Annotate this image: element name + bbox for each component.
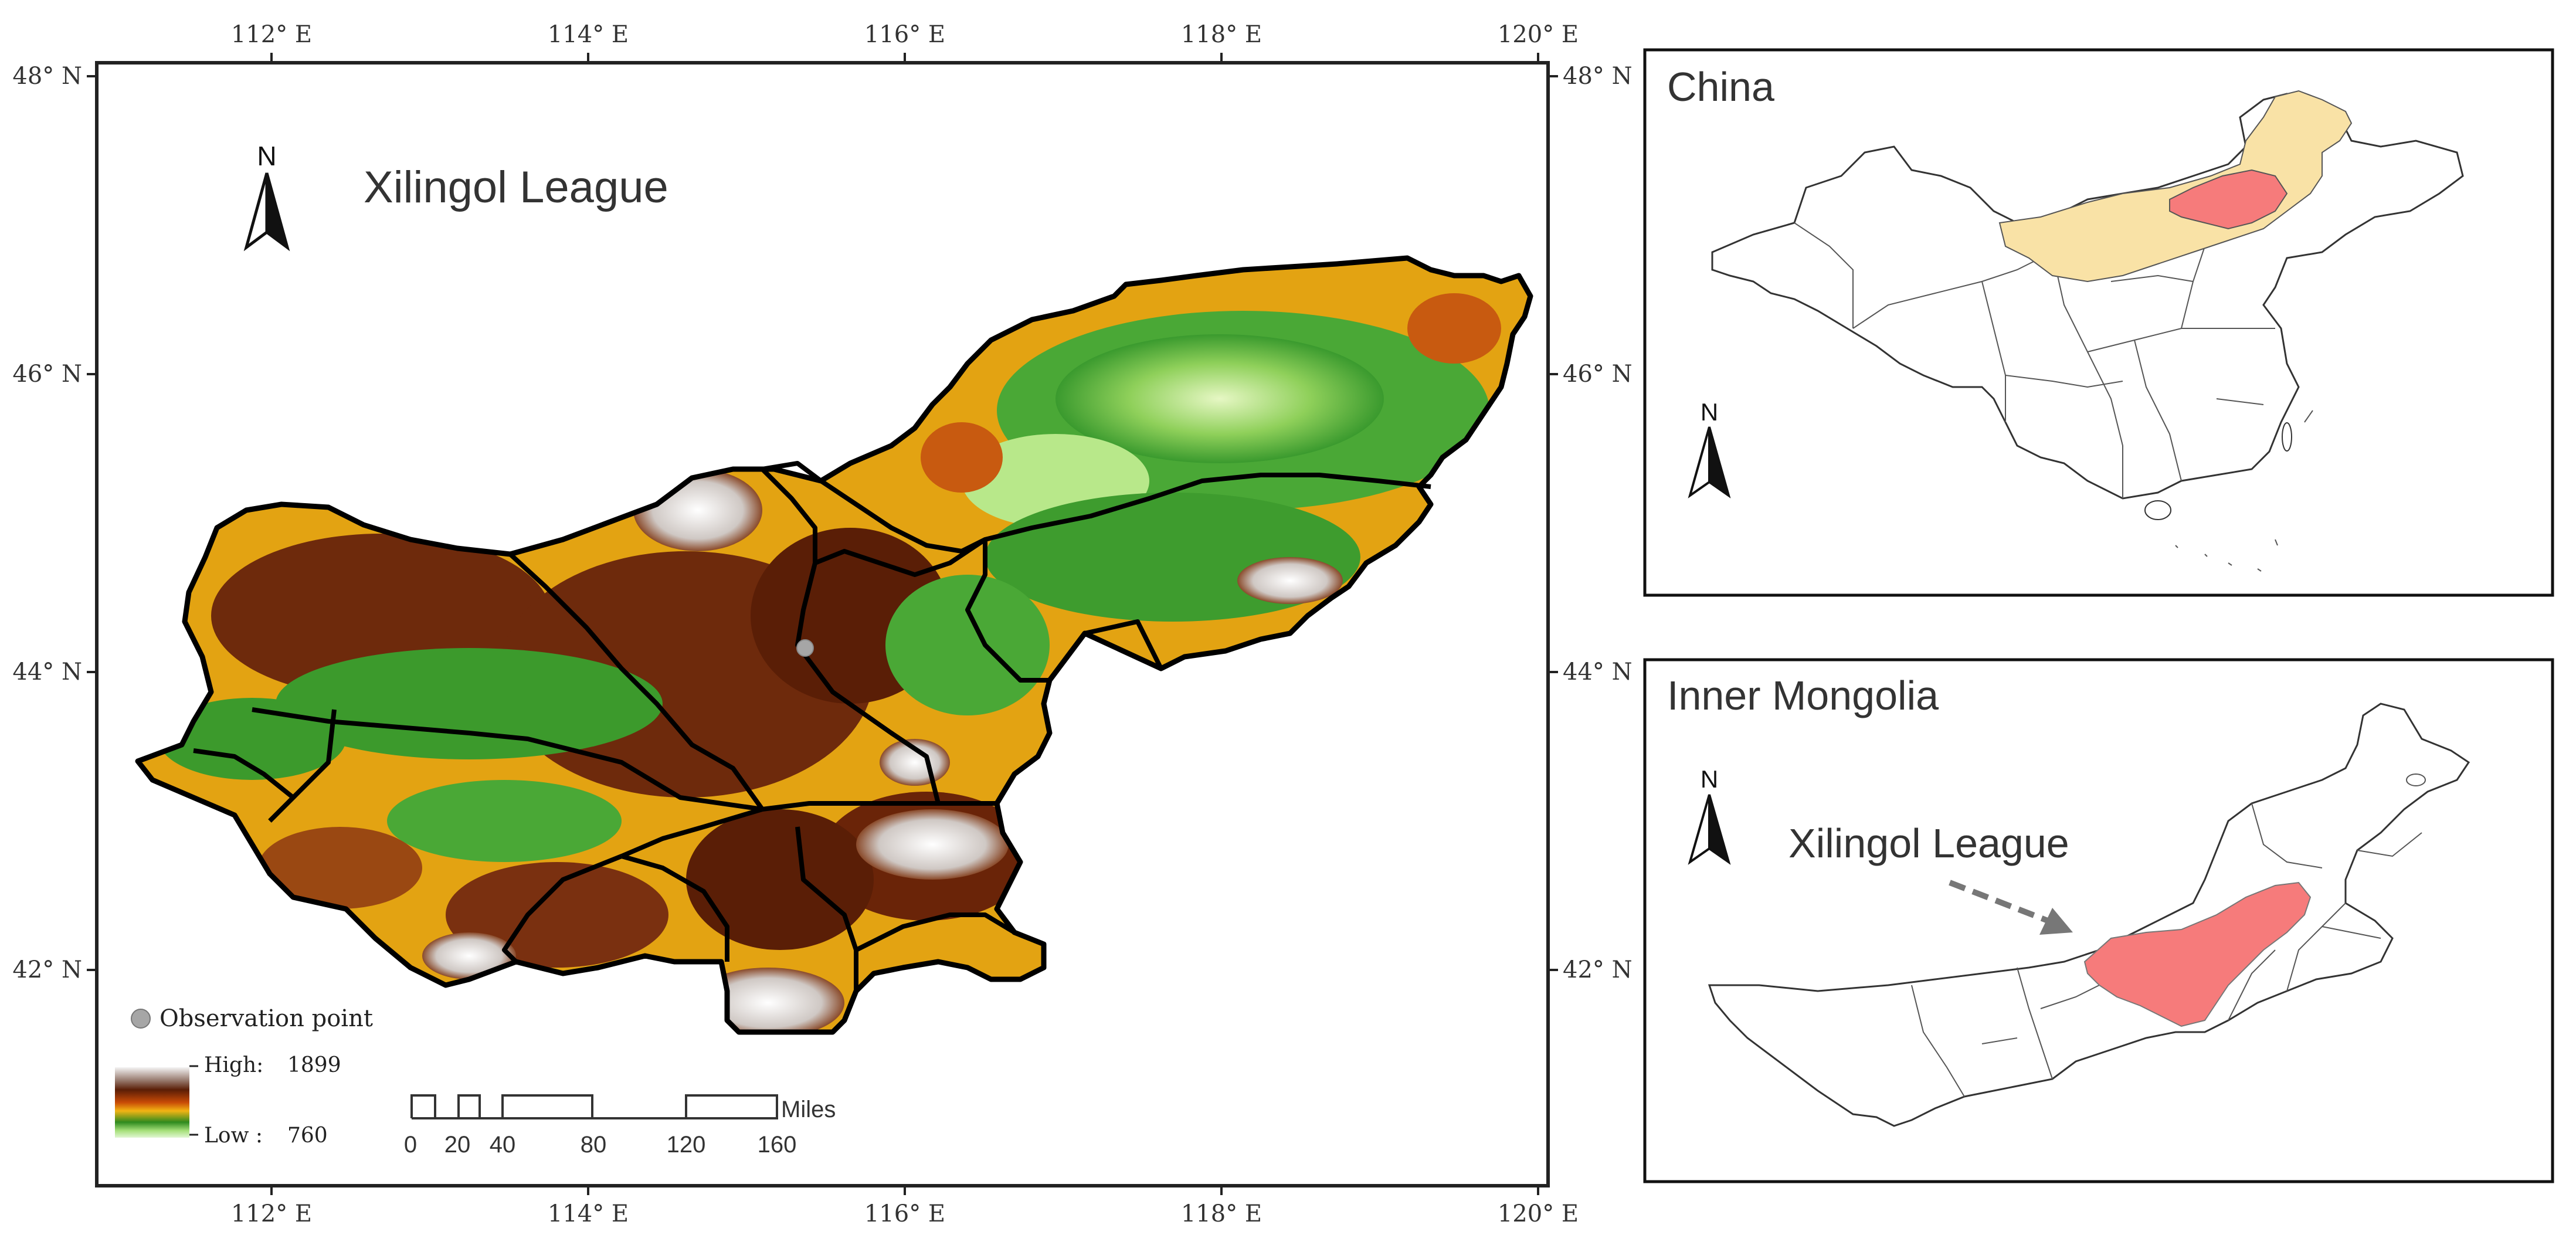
- xilingol-region-china: [2169, 169, 2288, 230]
- north-label: N: [257, 141, 276, 171]
- lon-label-top: 118° E: [1181, 21, 1262, 48]
- lon-label-bottom: 114° E: [548, 1200, 629, 1227]
- inner-mongolia-region: [1998, 90, 2353, 283]
- inset-inner-mongolia-north-arrow-icon: [1688, 794, 1731, 865]
- inset-inner-mongolia-north-label: N: [1701, 765, 1718, 793]
- lat-label-right: 42° N: [1563, 956, 1633, 983]
- main-map-title: Xilingol League: [364, 162, 668, 212]
- scale-tick-0: 0: [404, 1132, 417, 1158]
- lat-label-left: 44° N: [12, 659, 82, 686]
- xilingol-region-inner-mongolia: [2083, 881, 2312, 1027]
- legend: Observation point High: 1899 Low : 760: [115, 1005, 373, 1148]
- legend-high-value: 1899: [287, 1053, 341, 1077]
- inset-china: China: [1643, 48, 2554, 597]
- legend-low-label: Low :: [204, 1124, 263, 1148]
- main-map: N Xilingol League Observation point High…: [12, 21, 1632, 1227]
- scale-tick-80: 80: [581, 1132, 607, 1158]
- lat-label-left: 46° N: [12, 361, 82, 388]
- legend-observation-icon: [131, 1009, 151, 1029]
- lon-label-top: 120° E: [1498, 21, 1579, 48]
- scale-tick-20: 20: [444, 1132, 471, 1158]
- lat-label-right: 44° N: [1563, 659, 1633, 686]
- inner-mongolia-outline: [1708, 703, 2470, 1127]
- north-arrow-icon: [243, 172, 290, 252]
- scale-bar: 0 20 40 80 120 160 Miles: [404, 1094, 836, 1158]
- inner-mongolia-leagues: [1911, 773, 2426, 1097]
- scale-unit: Miles: [781, 1097, 836, 1122]
- graticule-ticks: [87, 53, 1558, 1195]
- lon-label-bottom: 112° E: [231, 1200, 312, 1227]
- inset-china-north-arrow-icon: [1688, 426, 1731, 498]
- scale-tick-40: 40: [490, 1132, 516, 1158]
- lon-label-top: 114° E: [548, 21, 629, 48]
- lat-label-right: 46° N: [1563, 361, 1633, 388]
- inset-china-title: China: [1667, 64, 1774, 110]
- lon-label-top: 112° E: [231, 21, 312, 48]
- lon-label-bottom: 118° E: [1181, 1200, 1262, 1227]
- scale-tick-120: 120: [667, 1132, 706, 1158]
- inset-china-north-label: N: [1701, 398, 1718, 426]
- inset-inner-mongolia-title: Inner Mongolia: [1667, 673, 1939, 718]
- lon-label-bottom: 116° E: [864, 1200, 945, 1227]
- banner-boundaries: [193, 461, 1431, 991]
- lat-label-left: 48° N: [12, 63, 82, 90]
- hainan-island: [2144, 500, 2171, 520]
- observation-point: [796, 639, 814, 657]
- inset-inner-mongolia-callout: Xilingol League: [1788, 820, 2069, 866]
- legend-observation-label: Observation point: [159, 1005, 373, 1032]
- callout-arrow-icon: [1949, 880, 2073, 935]
- lon-label-bottom: 120° E: [1498, 1200, 1579, 1227]
- inset-inner-mongolia: Inner Mongolia Xilingol League: [1643, 658, 2554, 1183]
- xilingol-boundary: [135, 255, 1533, 1035]
- scale-tick-160: 160: [758, 1132, 797, 1158]
- lat-label-left: 42° N: [12, 956, 82, 983]
- taiwan-island: [2282, 422, 2292, 452]
- lon-label-top: 116° E: [864, 21, 945, 48]
- legend-low-value: 760: [287, 1124, 328, 1148]
- south-china-sea-islands: [2175, 410, 2313, 572]
- legend-color-ramp: [115, 1067, 189, 1138]
- legend-high-label: High:: [204, 1053, 263, 1077]
- lat-label-right: 48° N: [1563, 63, 1633, 90]
